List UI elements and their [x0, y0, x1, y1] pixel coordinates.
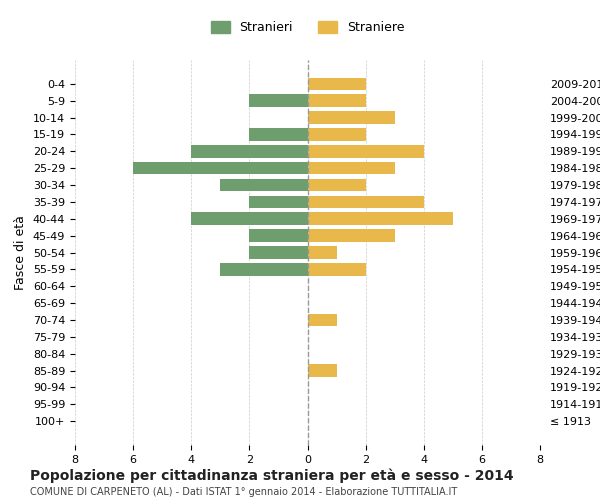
Bar	[250, 94, 308, 107]
Bar	[133, 162, 308, 174]
Bar	[191, 212, 308, 225]
Text: Popolazione per cittadinanza straniera per età e sesso - 2014: Popolazione per cittadinanza straniera p…	[30, 468, 514, 483]
Text: COMUNE DI CARPENETO (AL) - Dati ISTAT 1° gennaio 2014 - Elaborazione TUTTITALIA.: COMUNE DI CARPENETO (AL) - Dati ISTAT 1°…	[30, 487, 457, 497]
Bar	[220, 263, 308, 276]
Y-axis label: Fasce di età: Fasce di età	[14, 215, 28, 290]
Bar	[220, 178, 308, 192]
Bar	[250, 246, 308, 259]
Bar	[308, 314, 337, 326]
Bar	[308, 178, 365, 192]
Bar	[250, 128, 308, 141]
Bar	[308, 212, 453, 225]
Bar	[308, 78, 365, 90]
Bar	[308, 364, 337, 377]
Bar	[308, 128, 365, 141]
Bar	[308, 162, 395, 174]
Bar	[308, 196, 424, 208]
Bar	[308, 263, 365, 276]
Bar	[308, 111, 395, 124]
Legend: Stranieri, Straniere: Stranieri, Straniere	[206, 16, 409, 39]
Bar	[250, 230, 308, 242]
Bar	[308, 145, 424, 158]
Bar	[308, 246, 337, 259]
Bar	[308, 94, 365, 107]
Bar	[308, 230, 395, 242]
Bar	[250, 196, 308, 208]
Bar	[191, 145, 308, 158]
